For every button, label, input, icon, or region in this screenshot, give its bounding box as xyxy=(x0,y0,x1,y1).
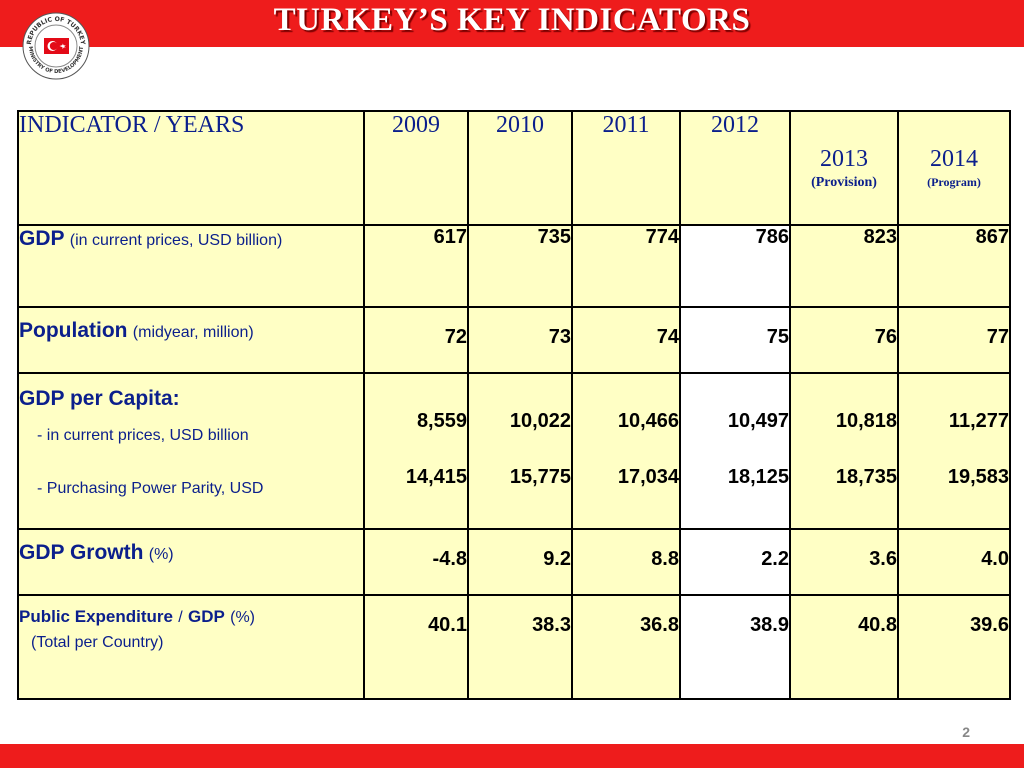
title-bar xyxy=(0,0,1024,47)
table-cell: 8.8 xyxy=(571,528,681,596)
table-cell: 73 xyxy=(467,306,573,374)
table-cell: 10,022 15,775 xyxy=(467,372,573,530)
table-cell: 10,818 18,735 xyxy=(789,372,899,530)
table-row-gdp: GDP (in current prices, USD billion) 617… xyxy=(17,224,1011,308)
table-cell: 76 xyxy=(789,306,899,374)
table-cell: 11,277 19,583 xyxy=(897,372,1011,530)
year-2009: 2009 xyxy=(363,110,469,226)
table-cell: 10,497 18,125 xyxy=(679,372,791,530)
row-label-population: Population (midyear, million) xyxy=(17,306,365,374)
header-row: INDICATOR / YEARS 2009 2010 2011 2012 20… xyxy=(17,110,1011,226)
table-cell: 38.9 xyxy=(679,594,791,700)
table-cell: 786 xyxy=(679,224,791,308)
table-cell: 867 xyxy=(897,224,1011,308)
footer-bar xyxy=(0,744,1024,768)
row-label-gdp: GDP (in current prices, USD billion) xyxy=(17,224,365,308)
table-cell: 617 xyxy=(363,224,469,308)
slide-title: TURKEY’S KEY INDICATORS xyxy=(273,2,751,38)
table-cell: 10,466 17,034 xyxy=(571,372,681,530)
table-cell: 72 xyxy=(363,306,469,374)
page-number: 2 xyxy=(962,724,970,740)
key-indicators-table: INDICATOR / YEARS 2009 2010 2011 2012 20… xyxy=(17,110,1011,700)
table-cell: 735 xyxy=(467,224,573,308)
table-cell: -4.8 xyxy=(363,528,469,596)
table-cell: 8,559 14,415 xyxy=(363,372,469,530)
year-2010: 2010 xyxy=(467,110,573,226)
table-cell: 4.0 xyxy=(897,528,1011,596)
table-cell: 3.6 xyxy=(789,528,899,596)
table-row-gdp-per-capita: GDP per Capita: - in current prices, USD… xyxy=(17,372,1011,530)
table-cell: 77 xyxy=(897,306,1011,374)
header-indicator-label: INDICATOR / YEARS xyxy=(17,110,365,226)
row-label-gdp-per-capita: GDP per Capita: - in current prices, USD… xyxy=(17,372,365,530)
year-2013: 2013 (Provision) xyxy=(789,110,899,226)
table-row-population: Population (midyear, million) 72 73 74 7… xyxy=(17,306,1011,374)
row-label-public-expenditure: Public Expenditure / GDP (%) (Total per … xyxy=(17,594,365,700)
year-2011: 2011 xyxy=(571,110,681,226)
table-cell: 40.8 xyxy=(789,594,899,700)
table-cell: 2.2 xyxy=(679,528,791,596)
row-label-gdp-growth: GDP Growth (%) xyxy=(17,528,365,596)
table-row-public-expenditure: Public Expenditure / GDP (%) (Total per … xyxy=(17,594,1011,700)
table-cell: 36.8 xyxy=(571,594,681,700)
year-2014: 2014 (Program) xyxy=(897,110,1011,226)
table-cell: 823 xyxy=(789,224,899,308)
table-cell: 74 xyxy=(571,306,681,374)
ministry-logo: REPUBLIC OF TURKEY MINISTRY OF DEVELOPME… xyxy=(22,12,90,80)
year-2012: 2012 xyxy=(679,110,791,226)
table-cell: 40.1 xyxy=(363,594,469,700)
table-cell: 38.3 xyxy=(467,594,573,700)
table-row-gdp-growth: GDP Growth (%) -4.8 9.2 8.8 2.2 3.6 4.0 xyxy=(17,528,1011,596)
table-cell: 9.2 xyxy=(467,528,573,596)
table-cell: 39.6 xyxy=(897,594,1011,700)
table-cell: 774 xyxy=(571,224,681,308)
table-cell: 75 xyxy=(679,306,791,374)
